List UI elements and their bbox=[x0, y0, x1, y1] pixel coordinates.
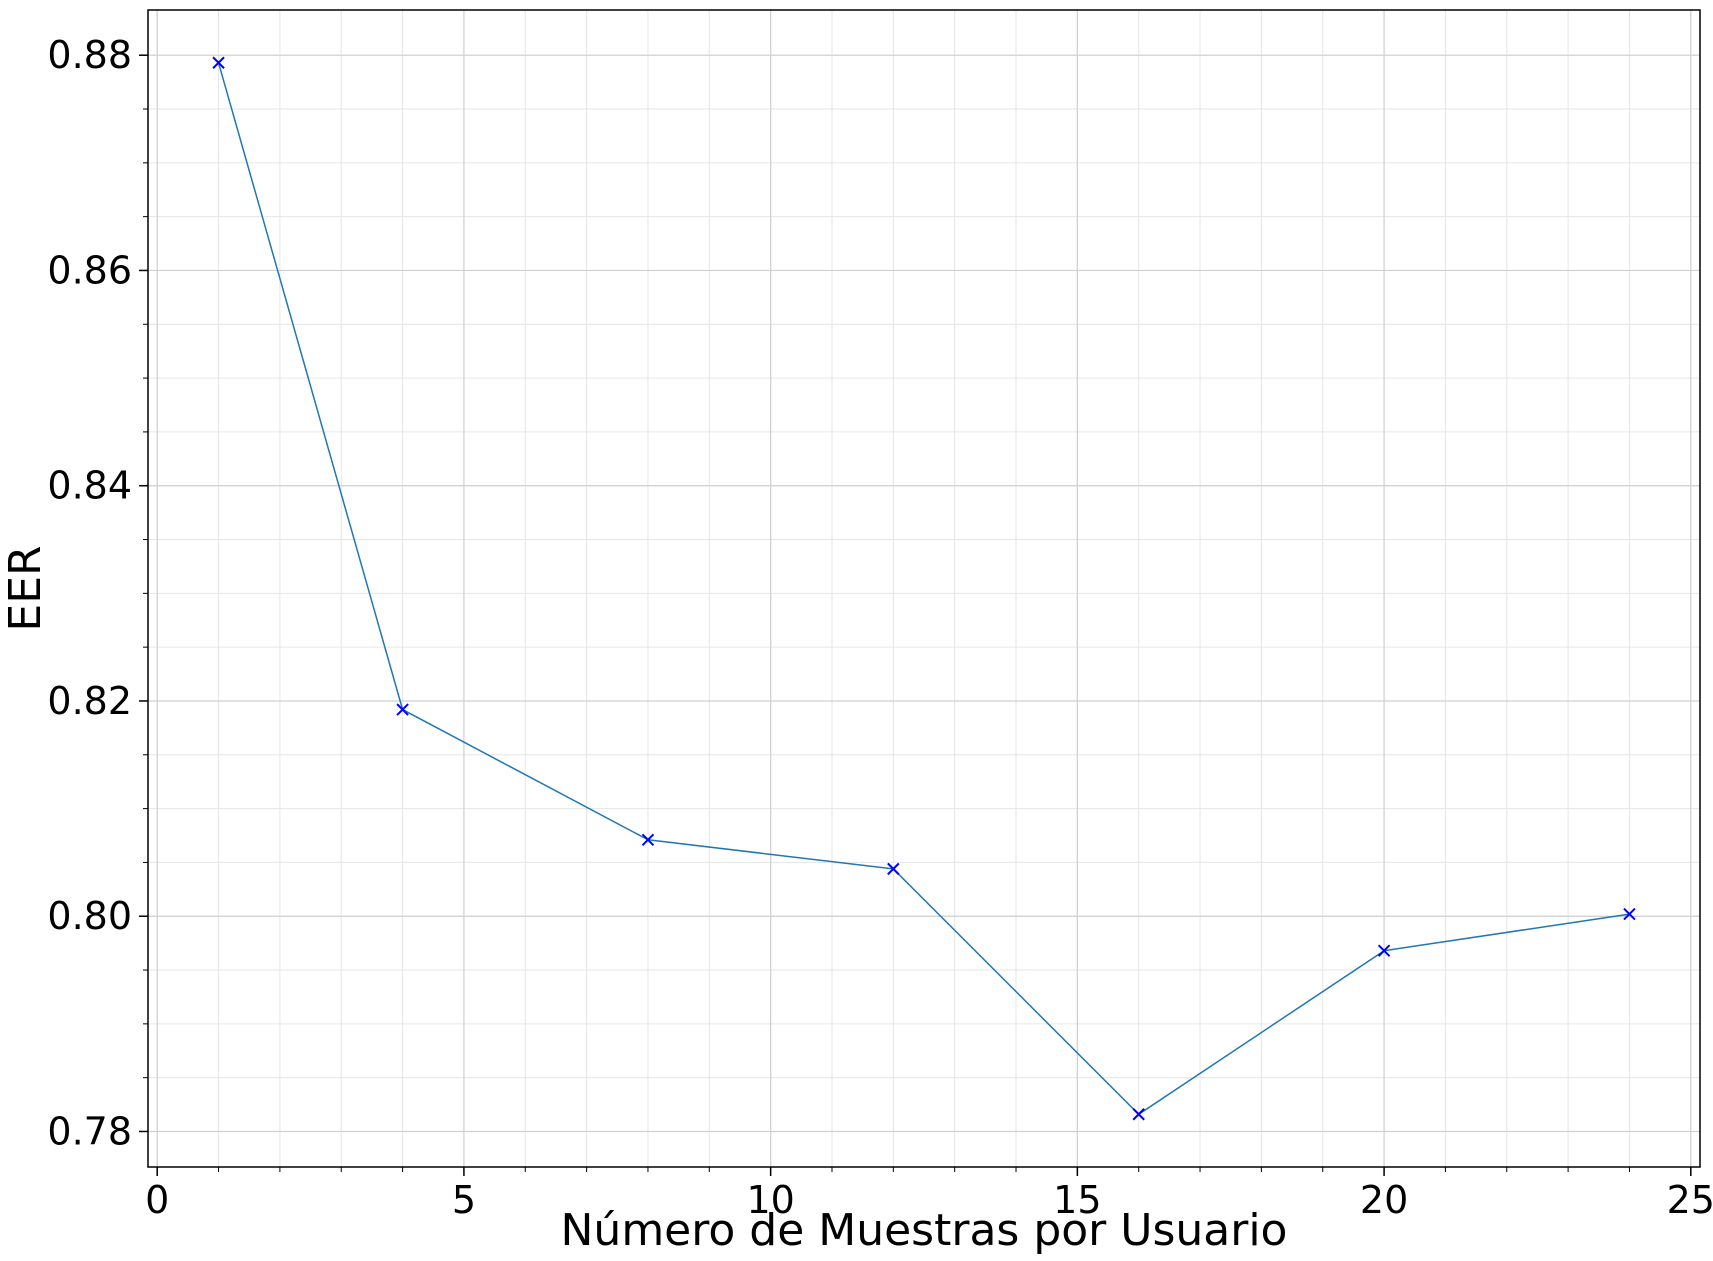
x-axis-title: Número de Muestras por Usuario bbox=[561, 1205, 1288, 1256]
x-tick-label: 10 bbox=[746, 1178, 794, 1222]
data-point-marker bbox=[641, 833, 655, 847]
x-tick-labels: 0 5 10 15 20 25 bbox=[145, 1178, 1713, 1222]
x-tick-label: 0 bbox=[145, 1178, 169, 1222]
x-tick-label: 20 bbox=[1360, 1178, 1408, 1222]
x-tick-label: 5 bbox=[452, 1178, 476, 1222]
axis-ticks bbox=[139, 54, 1692, 1176]
data-point-marker bbox=[887, 862, 900, 876]
series-line-group bbox=[217, 62, 1630, 1116]
y-axis-title: EER bbox=[0, 545, 51, 631]
y-tick-label: 0.88 bbox=[47, 33, 132, 77]
x-tick-label: 25 bbox=[1667, 1178, 1713, 1222]
y-tick-label: 0.86 bbox=[47, 248, 132, 292]
data-point-marker bbox=[1623, 907, 1636, 921]
minor-grid bbox=[148, 10, 1700, 1167]
series-line bbox=[217, 62, 1630, 1116]
y-tick-label: 0.80 bbox=[47, 894, 132, 938]
major-grid bbox=[148, 10, 1700, 1167]
series-markers bbox=[212, 56, 1636, 1121]
data-point-marker bbox=[396, 703, 409, 716]
y-tick-label: 0.82 bbox=[47, 679, 132, 723]
x-tick-label: 15 bbox=[1053, 1178, 1101, 1222]
y-tick-labels: 0.78 0.80 0.82 0.84 0.86 0.88 bbox=[47, 33, 132, 1153]
data-point-marker bbox=[1132, 1108, 1145, 1121]
plot-frame bbox=[147, 9, 1701, 1168]
y-tick-label: 0.84 bbox=[47, 464, 132, 508]
y-tick-label: 0.78 bbox=[47, 1109, 132, 1153]
data-point-marker bbox=[1377, 944, 1391, 957]
data-point-marker bbox=[212, 56, 225, 69]
